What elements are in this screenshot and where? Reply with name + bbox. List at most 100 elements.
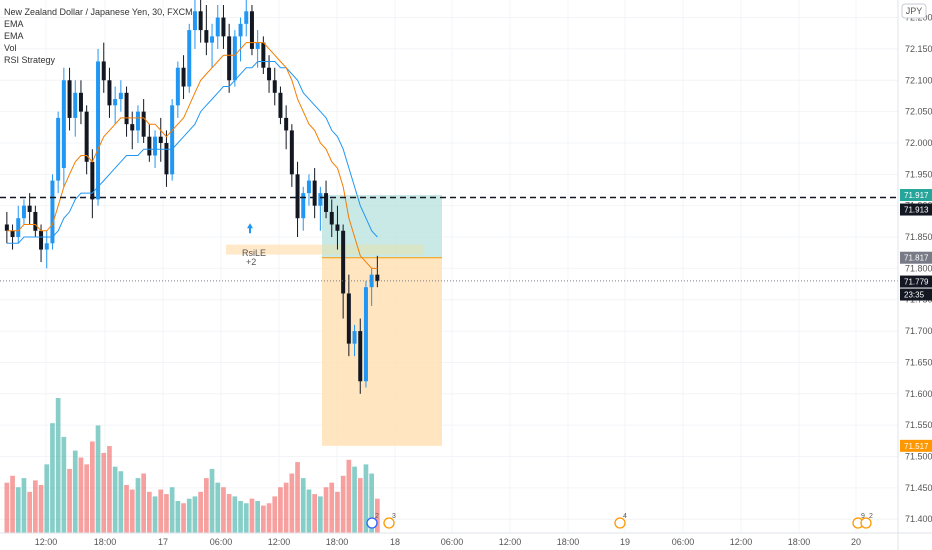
price-tag [900, 275, 932, 288]
volume-bar [50, 423, 55, 533]
candle-body [124, 92, 129, 125]
volume-bar [232, 496, 238, 533]
x-tick-label: 06:00 [210, 537, 233, 547]
price-tag-label: 23:35 [904, 291, 925, 300]
volume-bar [169, 487, 175, 533]
candle-body [90, 161, 95, 200]
candle-body [363, 287, 368, 382]
candle-body [318, 193, 323, 206]
candle-body [33, 211, 38, 231]
volume-bar [226, 494, 232, 533]
x-tick-label: 12:00 [730, 537, 753, 547]
event-marker[interactable]: 2 [860, 513, 873, 529]
volume-bars [4, 398, 380, 533]
volume-bar [312, 494, 317, 533]
price-tag [900, 251, 932, 264]
candle-body [312, 180, 317, 206]
candle-body [255, 42, 260, 49]
volume-bar [306, 489, 312, 533]
volume-bar [352, 466, 357, 533]
price-tags: 71.917 71.913 71.817 71.779 23:35 71.517 [900, 189, 932, 452]
candle-body [198, 11, 203, 31]
x-tick-label: 20 [851, 537, 861, 547]
volume-bar [181, 503, 186, 533]
candle-body [135, 111, 140, 131]
volume-bar [318, 496, 323, 533]
candle-body [289, 130, 294, 175]
volume-bar [238, 500, 243, 533]
y-tick-label: 71.500 [905, 451, 932, 461]
grid [0, 0, 898, 533]
volume-bar [209, 468, 215, 533]
volume-bar [243, 503, 249, 533]
candle-body [78, 92, 83, 112]
calendar-event-icon [614, 517, 626, 529]
y-tick-label: 71.950 [905, 169, 932, 179]
currency-badge[interactable]: JPY [901, 3, 927, 19]
candle-body [61, 80, 66, 169]
volume-bar [4, 482, 10, 533]
volume-bar [164, 494, 169, 533]
x-tick-label: 19 [620, 537, 630, 547]
y-tick-label: 71.850 [905, 232, 932, 242]
y-tick-label: 71.650 [905, 357, 932, 367]
x-tick-label: 12:00 [499, 537, 522, 547]
candle-body [192, 11, 197, 31]
volume-bar [152, 496, 158, 533]
volume-bar [329, 482, 335, 533]
candle-body [16, 218, 21, 238]
volume-bar [375, 498, 380, 533]
y-tick-label: 72.000 [905, 138, 932, 148]
candle-body [141, 111, 146, 137]
candle-body [67, 80, 72, 118]
volume-bar [84, 464, 89, 533]
candle-body [227, 36, 232, 81]
candle-body [147, 136, 152, 156]
candle-body [221, 17, 226, 37]
price-tag [900, 189, 932, 202]
volume-bar [192, 496, 198, 533]
x-tick-label: 18:00 [788, 537, 811, 547]
candle-body [210, 36, 215, 43]
price-tag [900, 288, 932, 301]
event-marker[interactable]: 4 [614, 513, 627, 529]
candle-body [329, 211, 334, 225]
volume-bar [261, 505, 266, 533]
x-tick-label: 18:00 [557, 537, 580, 547]
y-tick-label: 72.150 [905, 44, 932, 54]
candle-body [324, 193, 329, 212]
strategy-signal[interactable]: RsiLE +2 [242, 223, 266, 267]
candle-body [232, 36, 237, 81]
candle-body [369, 274, 374, 288]
price-tag [900, 203, 932, 216]
event-marker[interactable]: 3 [383, 513, 396, 529]
price-tag-label: 71.817 [904, 254, 929, 263]
candle-body [301, 193, 306, 219]
volume-bar [215, 482, 221, 533]
volume-bar [78, 457, 84, 533]
y-tick-label: 71.400 [905, 514, 932, 524]
volume-bar [357, 478, 363, 533]
volume-bar [27, 491, 32, 533]
candle-body [56, 117, 61, 181]
x-tick-label: 18 [390, 537, 400, 547]
volume-bar [255, 500, 260, 533]
event-count: 2 [869, 513, 873, 520]
volume-bar [129, 489, 135, 533]
calendar-event-icon [366, 517, 378, 529]
volume-bar [323, 487, 329, 533]
event-marker[interactable]: 2 [366, 513, 379, 529]
price-tag [900, 439, 932, 452]
volume-bar [38, 484, 44, 533]
calendar-event-icon [860, 517, 872, 529]
volume-bar [363, 464, 369, 533]
volume-bar [107, 446, 112, 533]
x-tick-label: 06:00 [441, 537, 464, 547]
volume-bar [266, 503, 272, 533]
candle-body [84, 111, 89, 162]
volume-bar [147, 491, 152, 533]
candle-body [4, 224, 9, 231]
signal-highlight-tp [322, 244, 424, 255]
